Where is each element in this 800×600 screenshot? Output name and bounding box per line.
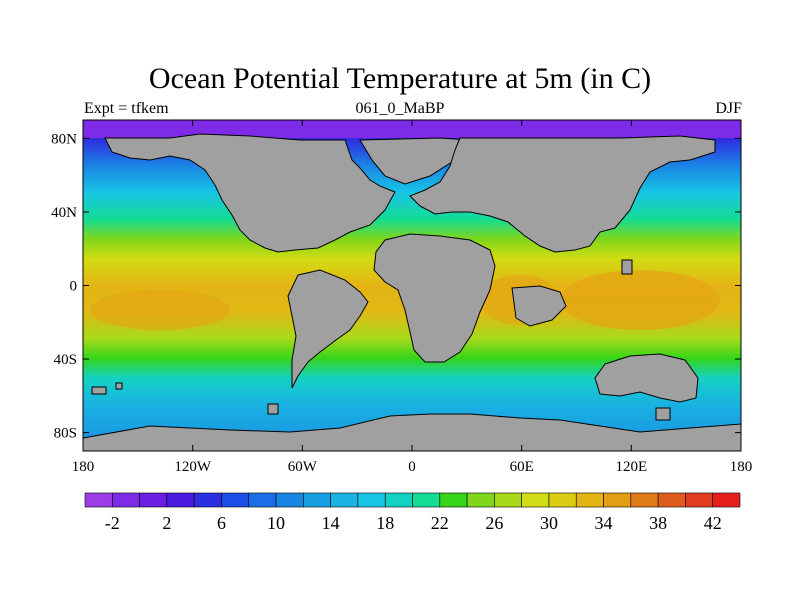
colorbar-swatch: [575, 492, 604, 508]
colorbar-label: 22: [431, 513, 449, 533]
colorbar-swatch: [439, 492, 468, 508]
latitude-tick-label: 40S: [54, 352, 77, 368]
colorbar-swatch: [712, 492, 741, 508]
land-maritime-asia: [511, 285, 567, 327]
latitude-tick-label: 80S: [54, 426, 77, 442]
map-plot-area: [83, 120, 741, 451]
colorbar-swatch: [466, 492, 495, 508]
map-title: Ocean Potential Temperature at 5m (in C): [148, 62, 652, 95]
land-antarctica: [83, 413, 741, 451]
land-greenland: [359, 137, 471, 185]
latitude-tick-label: 40N: [51, 205, 77, 221]
warm-pool-west-pacific: [560, 270, 720, 330]
land-eurasia: [409, 135, 716, 253]
colorbar-swatch: [521, 492, 550, 508]
longitude-tick-label: 180: [72, 459, 95, 475]
longitude-tick-label: 120E: [615, 459, 647, 475]
season-label: DJF: [715, 100, 742, 117]
colorbar-label: 34: [595, 513, 613, 533]
colorbar-swatch: [139, 492, 168, 508]
colorbar-swatch: [630, 492, 659, 508]
land-island-1: [91, 386, 107, 395]
colorbar-label: 10: [267, 513, 285, 533]
colorbar-swatch: [384, 492, 413, 508]
land-island-5: [621, 259, 633, 275]
colorbar-swatch: [84, 492, 113, 508]
land-north-america: [104, 133, 396, 253]
colorbar: -2 2 6 10 14 18 22 26 30 34 38 42: [84, 492, 741, 533]
land-africa: [373, 233, 496, 363]
colorbar-swatch: [248, 492, 277, 508]
colorbar-swatch: [275, 492, 304, 508]
land-island-2: [115, 382, 123, 390]
latitude-tick-label: 0: [70, 279, 78, 295]
colorbar-swatch: [657, 492, 686, 508]
colorbar-label: 18: [376, 513, 394, 533]
colorbar-swatch: [603, 492, 632, 508]
colorbar-swatch: [330, 492, 359, 508]
longitude-tick-label: 0: [408, 459, 416, 475]
experiment-label: Expt = tfkem: [84, 100, 169, 117]
longitude-tick-label: 60E: [510, 459, 534, 475]
land-australia: [594, 353, 699, 403]
longitude-axis: 180 120W 60W 0 60E 120E 180: [72, 120, 753, 475]
warm-pool-east-pacific: [90, 290, 230, 330]
land-south-america: [287, 269, 369, 389]
colorbar-label: 6: [217, 513, 226, 533]
colorbar-label: 38: [649, 513, 667, 533]
land-masses: [83, 133, 741, 451]
longitude-tick-label: 120W: [174, 459, 212, 475]
colorbar-swatch: [412, 492, 441, 508]
land-island-3: [267, 403, 279, 415]
colorbar-label: 26: [485, 513, 503, 533]
longitude-tick-label: 180: [730, 459, 753, 475]
colorbar-swatch: [221, 492, 250, 508]
longitude-tick-label: 60W: [288, 459, 318, 475]
time-label: 061_0_MaBP: [355, 100, 445, 117]
colorbar-label: 2: [162, 513, 171, 533]
arctic-band: [83, 120, 741, 138]
colorbar-swatch: [166, 492, 195, 508]
colorbar-swatch: [548, 492, 577, 508]
colorbar-label: -2: [105, 513, 120, 533]
colorbar-swatch: [193, 492, 222, 508]
colorbar-label: 30: [540, 513, 558, 533]
colorbar-swatch: [111, 492, 140, 508]
colorbar-label: 14: [322, 513, 340, 533]
latitude-tick-label: 80N: [51, 131, 77, 147]
latitude-axis: 80N 40N 0 40S 80S: [51, 131, 741, 442]
colorbar-swatch: [303, 492, 331, 508]
colorbar-label: 42: [704, 513, 722, 533]
land-island-4: [655, 407, 671, 421]
colorbar-swatch: [685, 492, 714, 508]
colorbar-swatch: [357, 492, 386, 508]
colorbar-swatch: [494, 492, 522, 508]
